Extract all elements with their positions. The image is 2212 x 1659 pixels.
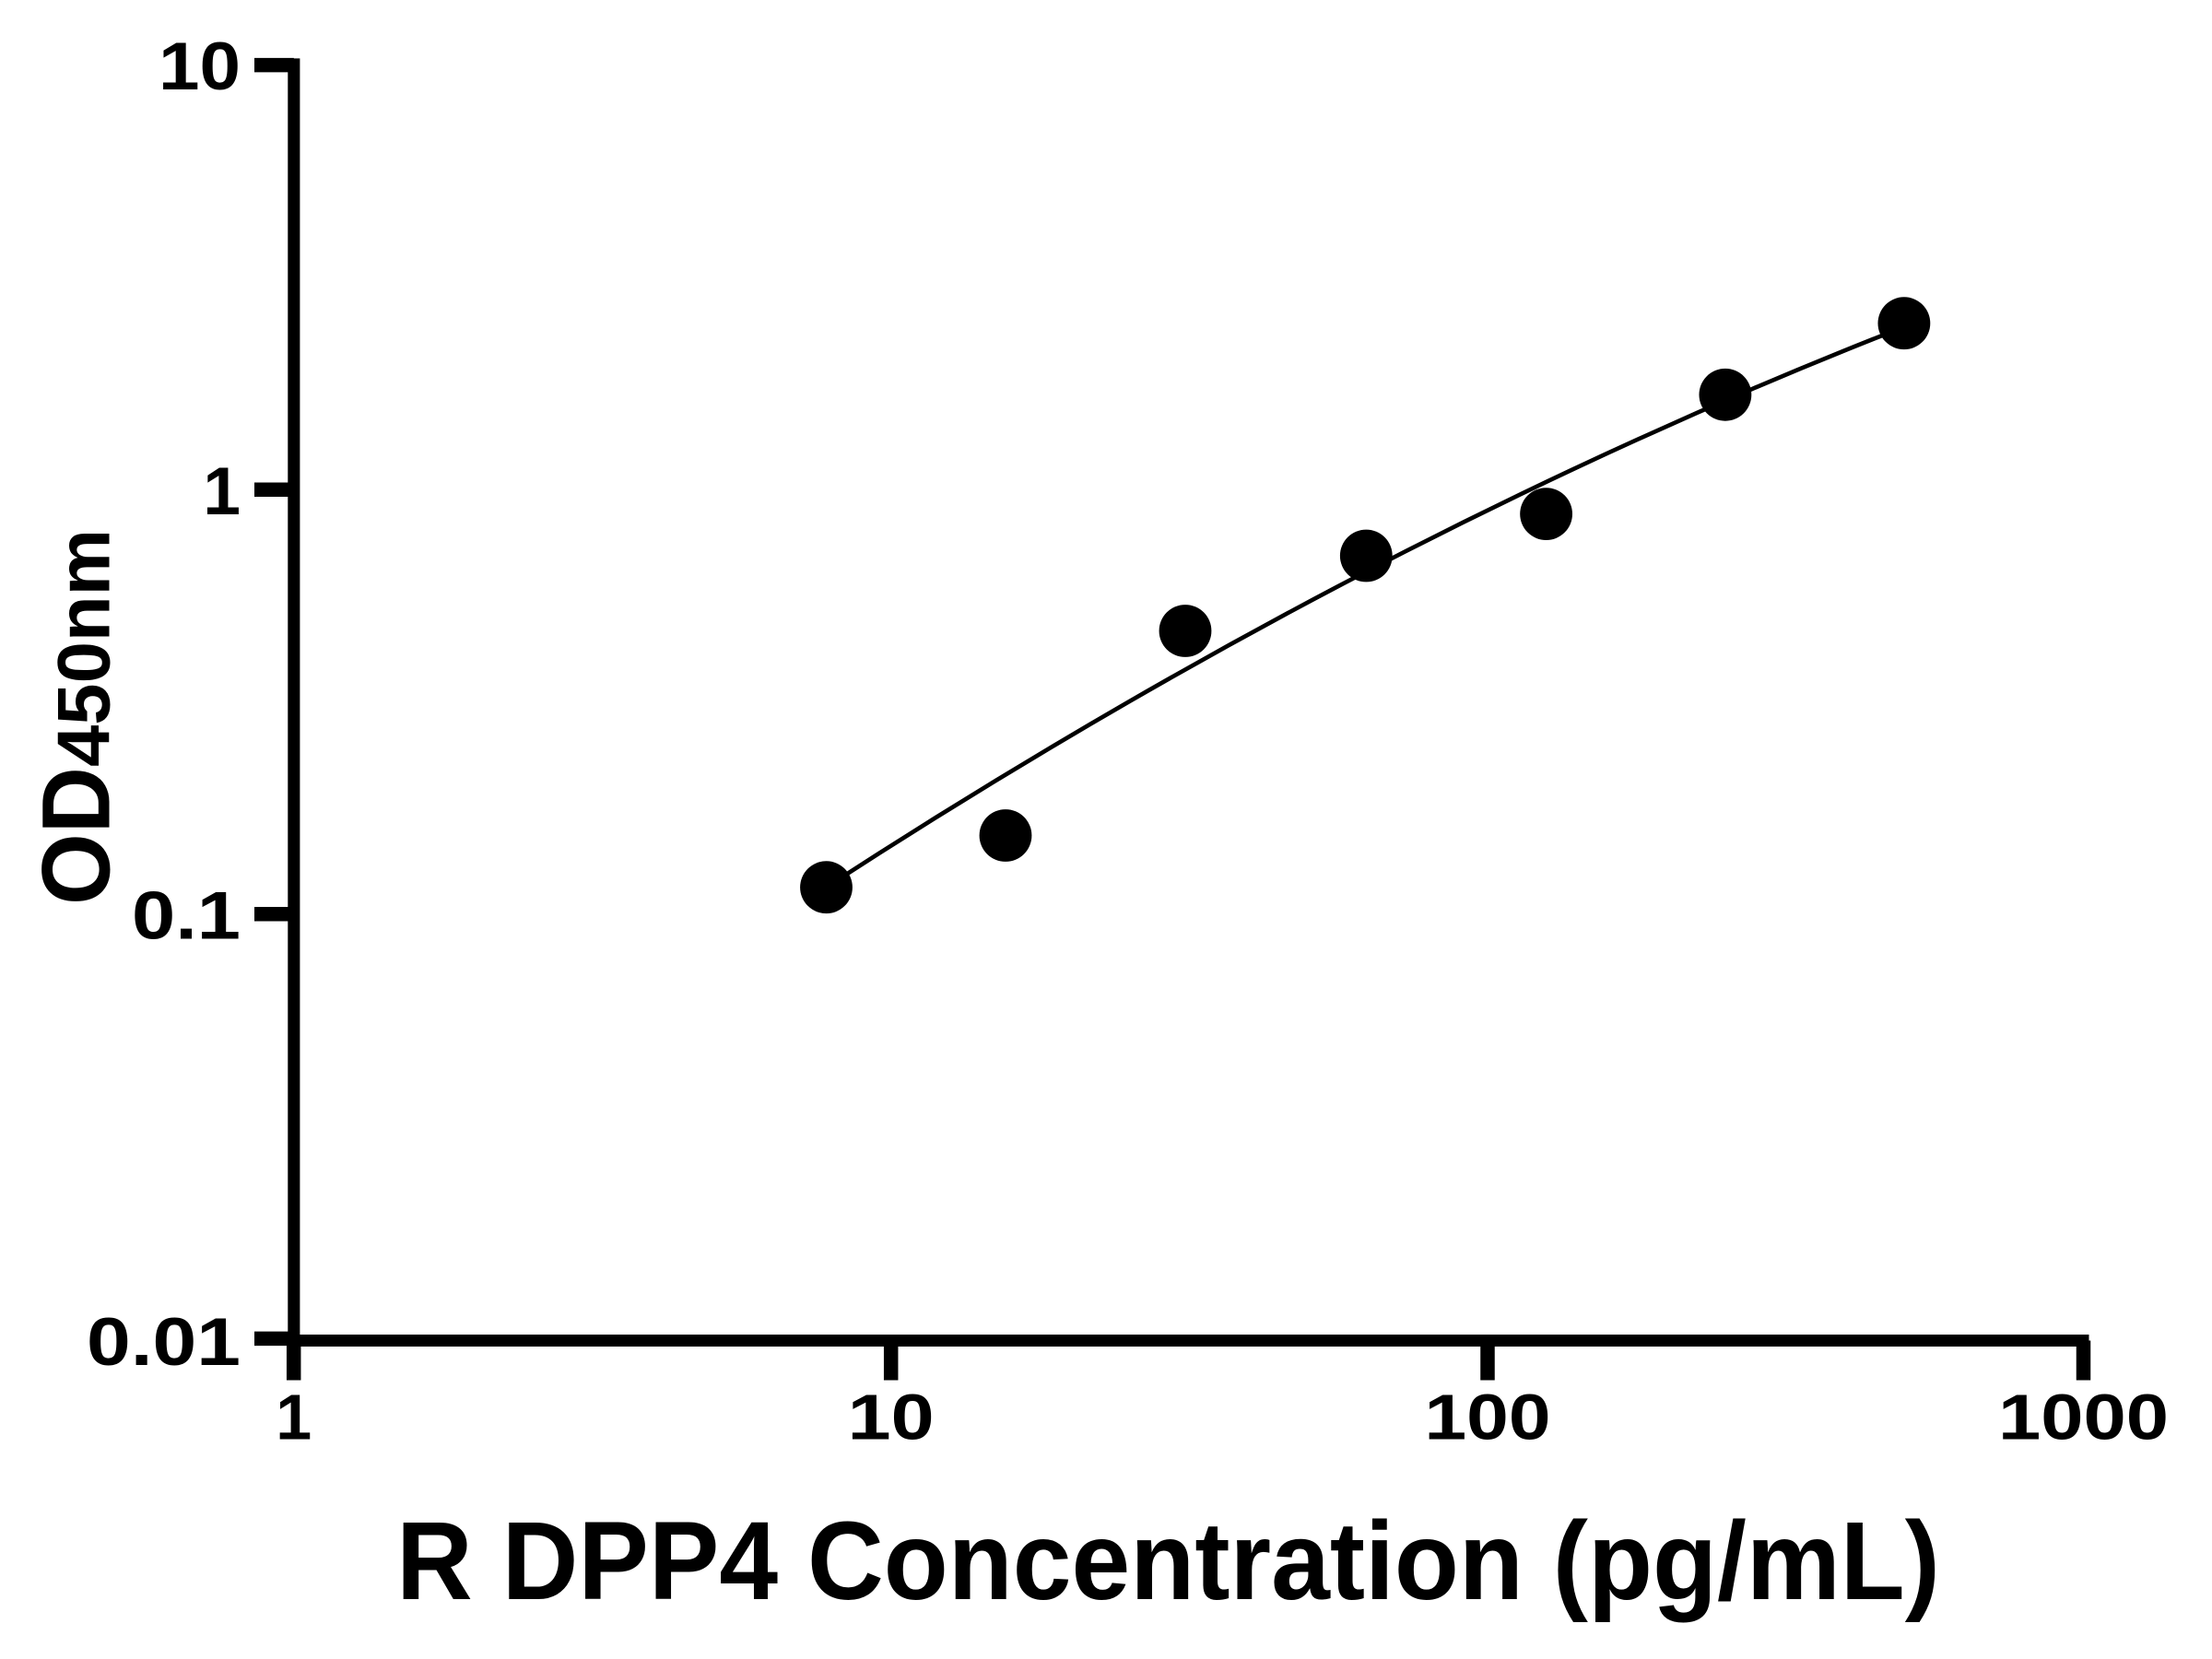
svg-text:450nm: 450nm (42, 529, 125, 767)
svg-text:OD: OD (22, 767, 130, 905)
svg-text:1: 1 (203, 454, 241, 529)
svg-text:10: 10 (848, 1382, 935, 1453)
svg-text:R DPP4 Concentration (pg/mL): R DPP4 Concentration (pg/mL) (396, 1498, 1940, 1623)
svg-text:100: 100 (1425, 1382, 1551, 1453)
svg-text:0.1: 0.1 (132, 878, 241, 953)
svg-text:1: 1 (276, 1382, 312, 1453)
svg-text:0.01: 0.01 (87, 1305, 241, 1380)
svg-text:1000: 1000 (1998, 1382, 2169, 1453)
svg-text:10: 10 (159, 29, 241, 104)
